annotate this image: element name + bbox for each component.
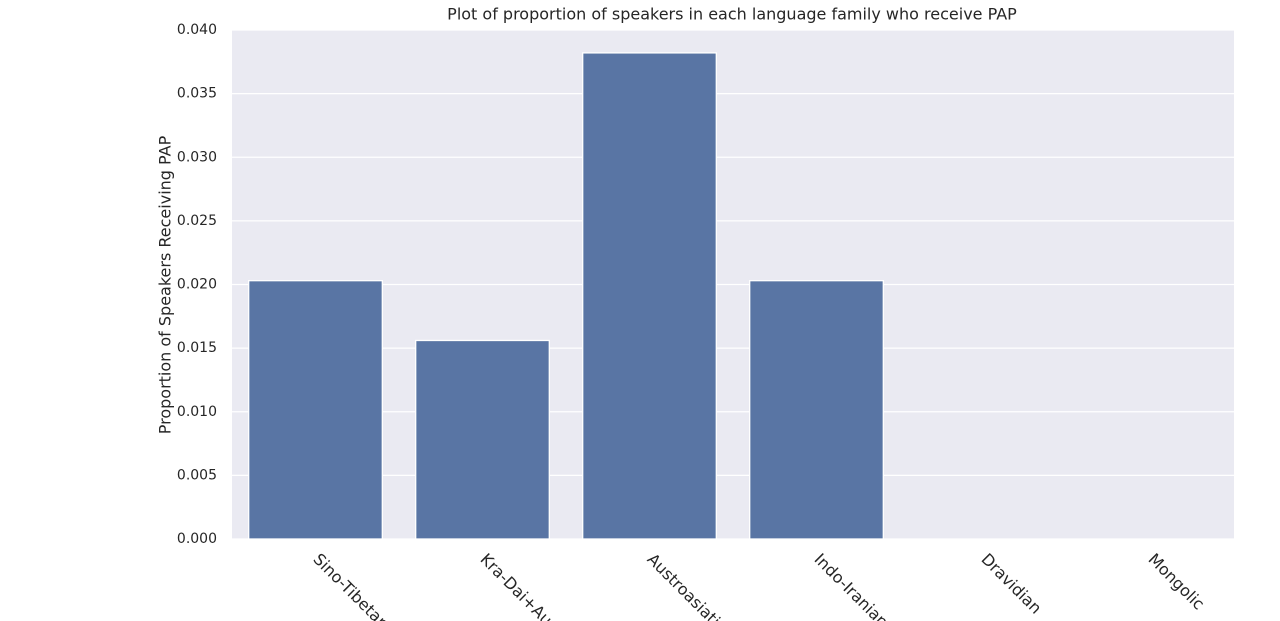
y-tick-label: 0.015 — [177, 340, 217, 356]
y-tick-label: 0.010 — [177, 404, 217, 420]
bar — [415, 339, 550, 540]
x-tick-label: Indo-Iranian — [810, 550, 892, 621]
x-tick-label: Austroasiatic — [643, 550, 730, 621]
chart-title: Plot of proportion of speakers in each l… — [447, 5, 1017, 24]
y-tick-label: 0.030 — [177, 149, 217, 165]
x-tick-label: Kra-Dai+Austronesian — [476, 550, 615, 621]
y-tick-label: 0.005 — [177, 467, 217, 483]
y-axis-label: Proportion of Speakers Receiving PAP — [156, 135, 175, 434]
y-tick-label: 0.025 — [177, 213, 217, 229]
y-tick-label: 0.000 — [177, 531, 217, 547]
y-tick-label: 0.035 — [177, 86, 217, 102]
y-tick-label: 0.020 — [177, 277, 217, 293]
bar — [248, 280, 383, 540]
x-tick-label: Mongolic — [1144, 550, 1208, 614]
x-tick-label: Dravidian — [977, 550, 1045, 618]
bar — [749, 280, 884, 540]
y-tick-label: 0.040 — [177, 22, 217, 38]
bar — [582, 52, 717, 540]
x-tick-label: Sino-Tibetan — [309, 550, 392, 621]
